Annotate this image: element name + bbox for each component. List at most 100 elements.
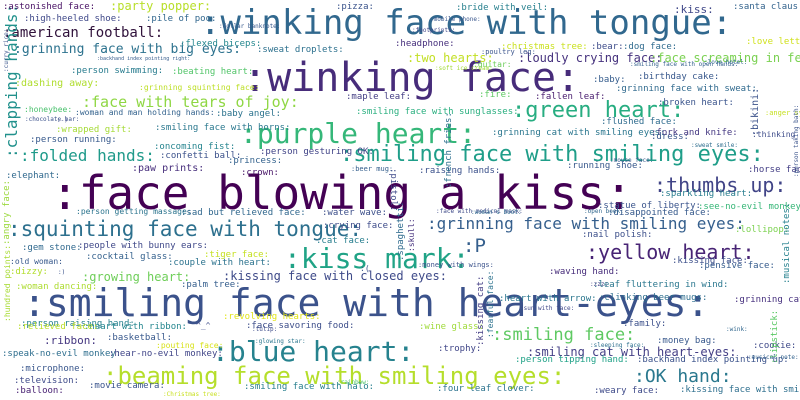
word: :high-heeled shoe: bbox=[24, 14, 122, 24]
word: :smiling cat with heart-eyes: bbox=[527, 345, 737, 359]
word: :beating heart: bbox=[172, 67, 254, 77]
word: :flushed face: bbox=[601, 117, 677, 127]
word: :beer mug: bbox=[351, 165, 394, 173]
word: :disappointed face: bbox=[608, 208, 711, 218]
word: :glowing star: bbox=[255, 338, 306, 345]
word: :person running: bbox=[30, 135, 117, 145]
word: :-) bbox=[57, 117, 68, 124]
word: :musical notes: bbox=[782, 202, 792, 284]
word: :sweat droplets: bbox=[257, 45, 344, 55]
word: :footprints: bbox=[412, 27, 456, 34]
word: :dollar banknote: bbox=[219, 23, 281, 30]
word: :sparkling heart: bbox=[660, 189, 753, 199]
word: :guitar: bbox=[473, 60, 512, 69]
word: :cat face: bbox=[316, 236, 371, 246]
word: :woman dancing: bbox=[16, 282, 98, 292]
word: :person taking bath: bbox=[793, 104, 800, 177]
word: :kissing face with smiling eyes: bbox=[680, 385, 800, 395]
word: :winking face with tongue: bbox=[200, 3, 733, 43]
word: :( bbox=[360, 264, 370, 273]
word: :lollipop: bbox=[735, 225, 790, 235]
word: :balloon: bbox=[15, 386, 64, 396]
word: :smiling face with smiling eyes: bbox=[340, 142, 764, 167]
word: :smiling face with halo: bbox=[244, 382, 375, 392]
word: :smiling face with open hands: bbox=[630, 61, 739, 68]
word: :baby angel: bbox=[216, 109, 282, 119]
word: :folded hands: bbox=[20, 146, 155, 165]
word: :dashing away: bbox=[15, 78, 100, 89]
word: :dog face: bbox=[623, 42, 678, 52]
word: :baby: bbox=[593, 75, 626, 85]
word: :loudly crying face: bbox=[518, 51, 663, 65]
word: :pistol: bbox=[388, 168, 398, 212]
word: :grinning cat with smiling eyes: bbox=[492, 128, 666, 138]
word: :american football: bbox=[3, 25, 164, 41]
word: :green heart: bbox=[512, 98, 685, 123]
word: :kiss mark: bbox=[284, 242, 470, 275]
word: :winking face: bbox=[243, 55, 581, 101]
word: :face with medical mask: bbox=[436, 208, 523, 215]
word: :dizzy: bbox=[10, 267, 48, 277]
word: :yellow heart: bbox=[586, 240, 755, 264]
word: :grinning squinting face: bbox=[139, 83, 260, 92]
word: :kissing face with closed eyes: bbox=[223, 269, 447, 283]
word: :television: bbox=[14, 376, 80, 386]
word: :open book: bbox=[584, 208, 624, 215]
word: :person raising hand: bbox=[21, 319, 135, 329]
word: :P bbox=[463, 235, 486, 257]
word: :maple leaf: bbox=[346, 92, 412, 102]
word: :relieved face: bbox=[17, 322, 99, 332]
word: :people with bunny ears: bbox=[78, 241, 209, 251]
word: :soft ice cream: bbox=[435, 65, 493, 72]
word: :squinting face with tongue: bbox=[8, 217, 363, 241]
word: :grinning cat: bbox=[734, 295, 800, 305]
word: :kissing cat: bbox=[476, 275, 486, 346]
word: :wink: bbox=[726, 326, 748, 333]
word: :face with tears of joy: bbox=[82, 93, 299, 111]
word: :confetti ball: bbox=[160, 151, 242, 161]
word: :smiling face: bbox=[492, 325, 636, 345]
word: :grinning face with smiling eyes: bbox=[427, 214, 745, 233]
word: :trophy: bbox=[438, 344, 482, 354]
word: :broken heart: bbox=[658, 98, 734, 108]
word: :bikini: bbox=[750, 87, 761, 136]
word: :four leaf clover: bbox=[437, 384, 535, 394]
word: :bride with veil: bbox=[456, 3, 549, 13]
word: :curry rice: bbox=[3, 28, 10, 72]
word: :zzz: bbox=[590, 281, 609, 288]
word: ^_^ bbox=[196, 321, 211, 330]
word: :face screaming in fear: bbox=[650, 51, 800, 65]
word: :person gesturing OK: bbox=[260, 147, 374, 157]
word: :princess: bbox=[228, 156, 283, 166]
word: :elephant: bbox=[6, 171, 61, 181]
word: :sleeping face: bbox=[590, 342, 645, 349]
word: :flexed biceps: bbox=[180, 39, 262, 49]
word: :fork and knife: bbox=[651, 128, 738, 138]
word: :raising hands: bbox=[419, 166, 501, 176]
word: :angry face: bbox=[2, 179, 12, 245]
word: :musical note: bbox=[748, 354, 799, 361]
word: :woman and man holding hands: bbox=[75, 108, 215, 117]
word: :dress: bbox=[651, 132, 689, 142]
word: :party popper: bbox=[110, 0, 212, 13]
word: :waving hand: bbox=[549, 267, 620, 277]
word: :rainbow: bbox=[337, 379, 370, 386]
word: :pensive face: bbox=[699, 261, 775, 271]
word: :backhand index pointing up: bbox=[637, 355, 789, 365]
word: :family: bbox=[623, 319, 667, 329]
word: :wine glass: bbox=[419, 322, 485, 332]
word: :horse face: bbox=[748, 165, 800, 175]
word: :person getting massage: bbox=[76, 207, 192, 216]
word: :backhand index pointing right: bbox=[97, 56, 191, 62]
word: :smiling face with horns: bbox=[155, 123, 291, 133]
word: :Christmas tree: bbox=[163, 391, 221, 398]
word: :water wave: bbox=[322, 208, 388, 218]
word: :speak-no-evil monkey: bbox=[2, 349, 122, 359]
word: :love letter: bbox=[746, 37, 800, 47]
word: :woman's boot: bbox=[471, 209, 522, 216]
word: :revolving hearts: bbox=[223, 312, 321, 322]
word: :face savoring food: bbox=[246, 321, 355, 331]
word: :thinking face: bbox=[752, 130, 800, 139]
word: :weary face: bbox=[594, 386, 660, 396]
word: :purple heart: bbox=[240, 117, 477, 150]
